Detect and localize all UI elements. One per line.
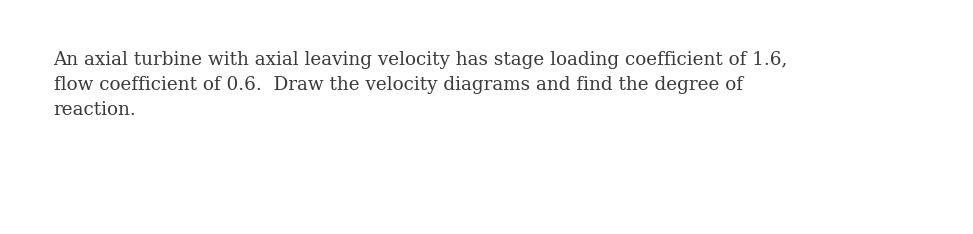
Text: An axial turbine with axial leaving velocity has stage loading coefficient of 1.: An axial turbine with axial leaving velo…	[54, 51, 788, 120]
